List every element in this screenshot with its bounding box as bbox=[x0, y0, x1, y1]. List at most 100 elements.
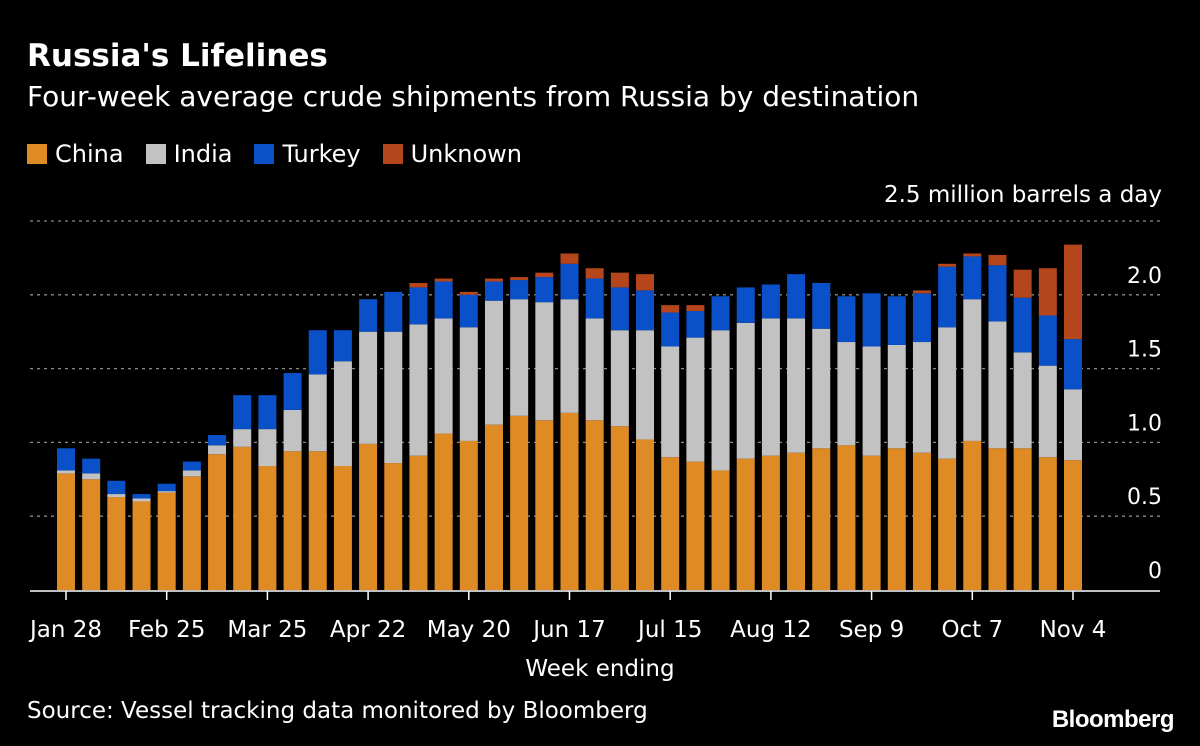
bar-segment-india bbox=[434, 318, 453, 434]
bar-segment-india bbox=[560, 299, 579, 413]
bar-segment-china bbox=[787, 452, 806, 590]
bar-segment-india bbox=[208, 445, 227, 455]
bar-segment-turkey bbox=[459, 294, 478, 328]
bar-segment-turkey bbox=[963, 256, 982, 300]
source-note: Source: Vessel tracking data monitored b… bbox=[27, 698, 648, 724]
bar-segment-china bbox=[988, 448, 1007, 590]
bar-segment-china bbox=[258, 466, 277, 590]
bar-segment-india bbox=[1064, 389, 1082, 461]
bar-segment-turkey bbox=[1064, 339, 1082, 390]
x-tick-label: Feb 25 bbox=[128, 617, 205, 643]
bar-segment-india bbox=[610, 330, 629, 427]
bar-segment-india bbox=[510, 299, 529, 416]
bar-segment-unknown bbox=[560, 253, 579, 264]
bar-segment-india bbox=[736, 322, 755, 459]
bar-segment-india bbox=[283, 409, 302, 452]
bar-segment-unknown bbox=[686, 305, 705, 312]
bar-segment-turkey bbox=[208, 435, 227, 446]
bar-segment-china bbox=[585, 420, 604, 590]
bar-segment-china bbox=[409, 455, 428, 590]
bar-segment-china bbox=[862, 455, 881, 590]
bar-segment-china bbox=[1064, 460, 1082, 590]
bar-segment-china bbox=[711, 470, 730, 590]
bar-segment-china bbox=[82, 479, 101, 590]
x-tick-label: Mar 25 bbox=[227, 617, 307, 643]
bar-segment-turkey bbox=[333, 330, 352, 362]
legend-swatch bbox=[254, 144, 275, 164]
bar-segment-india bbox=[157, 491, 176, 493]
bar-segment-china bbox=[761, 455, 780, 590]
bar-segment-unknown bbox=[1038, 268, 1057, 316]
bar-segment-unknown bbox=[938, 263, 957, 267]
bar-segment-india bbox=[107, 494, 126, 498]
bar-segment-india bbox=[535, 302, 554, 421]
bar-segment-unknown bbox=[912, 290, 931, 294]
bar-segment-china bbox=[560, 412, 579, 590]
legend-item-turkey: Turkey bbox=[254, 140, 361, 168]
bar-segment-india bbox=[812, 328, 831, 449]
bar-segment-unknown bbox=[1013, 269, 1032, 298]
bar-segment-china bbox=[535, 420, 554, 590]
bar-segment-turkey bbox=[912, 293, 931, 343]
bar-segment-india bbox=[585, 318, 604, 421]
bar-segment-china bbox=[182, 476, 201, 590]
legend-swatch bbox=[27, 144, 47, 164]
bar-segment-turkey bbox=[157, 483, 176, 492]
bar-segment-india bbox=[661, 346, 680, 458]
bar-segment-turkey bbox=[57, 448, 75, 471]
x-tick-label: Jan 28 bbox=[28, 617, 102, 643]
bar-segment-china bbox=[333, 466, 352, 590]
x-tick-label: Aug 12 bbox=[730, 617, 812, 643]
legend-item-china: China bbox=[27, 140, 124, 168]
chart-subtitle: Four-week average crude shipments from R… bbox=[27, 80, 920, 113]
bar-segment-india bbox=[233, 429, 252, 447]
bar-segment-unknown bbox=[963, 253, 982, 257]
chart-title: Russia's Lifelines bbox=[27, 38, 328, 74]
x-tick-label: Jun 17 bbox=[531, 617, 606, 643]
bar-segment-china bbox=[963, 440, 982, 590]
bloomberg-logo: Bloomberg bbox=[1051, 706, 1175, 733]
bar-segment-china bbox=[157, 492, 176, 590]
bar-segment-india bbox=[1038, 365, 1057, 458]
bar-segment-india bbox=[132, 498, 151, 502]
bar-segment-turkey bbox=[535, 277, 554, 303]
y-tick-label: 0 bbox=[1148, 559, 1162, 584]
bar-segment-china bbox=[887, 448, 906, 590]
legend-swatch bbox=[382, 144, 403, 164]
bar-segment-unknown bbox=[535, 272, 554, 278]
bar-segment-india bbox=[384, 331, 403, 464]
bar-segment-china bbox=[1013, 448, 1032, 590]
bar-segment-unknown bbox=[585, 268, 604, 279]
bar-segment-china bbox=[736, 458, 755, 590]
bar-segment-china bbox=[510, 415, 529, 590]
x-tick-label: Jul 15 bbox=[636, 617, 702, 643]
bar-segment-india bbox=[963, 299, 982, 441]
bar-segment-turkey bbox=[938, 266, 957, 328]
bar-segment-china bbox=[912, 452, 931, 590]
y-tick-label: 1.0 bbox=[1127, 411, 1162, 436]
bar-segment-turkey bbox=[862, 293, 881, 347]
bar-segment-turkey bbox=[610, 287, 629, 331]
bar-segment-india bbox=[409, 324, 428, 456]
bar-segment-india bbox=[686, 337, 705, 462]
bar-segment-turkey bbox=[359, 299, 378, 332]
legend-swatch bbox=[145, 144, 166, 164]
bar-segment-unknown bbox=[636, 274, 655, 291]
bar-segment-china bbox=[938, 458, 957, 590]
bar-segment-turkey bbox=[258, 395, 277, 430]
unit-label: 2.5 million barrels a day bbox=[884, 182, 1162, 208]
legend-label: India bbox=[173, 140, 233, 168]
bar-segment-turkey bbox=[484, 281, 503, 301]
bar-segment-unknown bbox=[661, 305, 680, 313]
bar-segment-india bbox=[459, 327, 478, 441]
bar-segment-india bbox=[938, 327, 957, 459]
bar-segment-turkey bbox=[510, 280, 529, 300]
bar-segment-turkey bbox=[82, 458, 101, 474]
bar-segment-china bbox=[434, 433, 453, 590]
bar-segment-india bbox=[787, 318, 806, 453]
bar-segment-turkey bbox=[837, 296, 856, 343]
bar-segment-unknown bbox=[434, 278, 453, 282]
bar-segment-china bbox=[132, 501, 151, 590]
bar-segment-unknown bbox=[1064, 244, 1082, 340]
bar-segment-turkey bbox=[283, 373, 302, 410]
